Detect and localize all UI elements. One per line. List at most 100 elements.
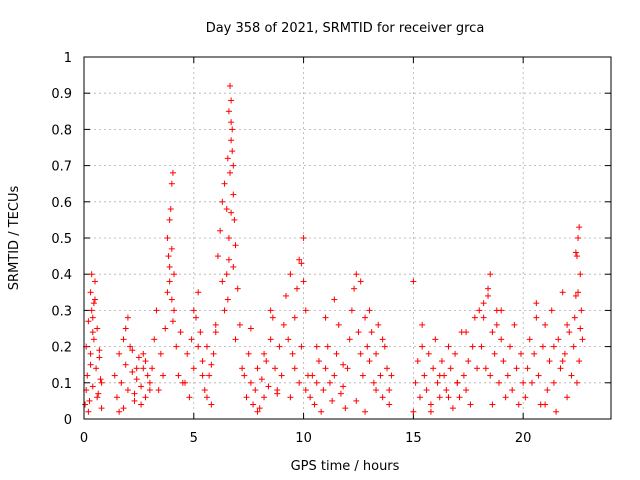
data-point: [138, 383, 145, 390]
data-point: [315, 358, 322, 365]
data-point: [533, 300, 540, 307]
data-point: [379, 336, 386, 343]
data-point: [353, 397, 360, 404]
data-point: [129, 368, 136, 375]
data-point: [469, 343, 476, 350]
data-point: [96, 347, 103, 354]
data-point: [85, 318, 92, 325]
data-point: [578, 307, 585, 314]
data-point: [247, 325, 254, 332]
data-point: [520, 379, 527, 386]
data-point: [122, 361, 129, 368]
data-point: [504, 372, 511, 379]
data-point: [559, 358, 566, 365]
data-point: [278, 372, 285, 379]
data-point: [231, 216, 238, 223]
data-point: [90, 336, 97, 343]
data-point: [285, 336, 292, 343]
data-point: [94, 325, 101, 332]
data-point: [309, 372, 316, 379]
data-point: [340, 383, 347, 390]
data-point: [348, 307, 355, 314]
data-point: [195, 289, 202, 296]
data-point: [533, 314, 540, 321]
x-axis-title: GPS time / hours: [291, 459, 400, 474]
data-point: [89, 383, 96, 390]
data-point: [120, 336, 127, 343]
data-point: [438, 358, 445, 365]
data-point: [219, 198, 226, 205]
data-point: [146, 387, 153, 394]
data-point: [427, 401, 434, 408]
data-point: [243, 394, 250, 401]
data-point: [208, 401, 215, 408]
data-point: [421, 372, 428, 379]
data-point: [113, 394, 120, 401]
data-point: [160, 372, 167, 379]
data-point: [513, 365, 520, 372]
data-point: [480, 314, 487, 321]
data-point: [500, 358, 507, 365]
data-point: [190, 365, 197, 372]
data-point: [423, 387, 430, 394]
data-point: [465, 358, 472, 365]
data-point: [94, 394, 101, 401]
data-points: [82, 82, 586, 415]
data-point: [89, 329, 96, 336]
data-point: [561, 350, 568, 357]
data-point: [302, 307, 309, 314]
data-point: [296, 256, 303, 263]
data-point: [265, 383, 272, 390]
data-point: [370, 379, 377, 386]
data-point: [225, 235, 232, 241]
data-point: [232, 336, 239, 343]
data-point: [467, 401, 474, 408]
data-point: [227, 169, 234, 176]
data-point: [283, 292, 290, 299]
data-point: [570, 343, 577, 350]
data-point: [291, 314, 298, 321]
data-point: [498, 307, 505, 314]
data-point: [572, 292, 579, 299]
data-point: [318, 408, 325, 415]
data-point: [234, 285, 241, 292]
data-point: [313, 379, 320, 386]
data-point: [280, 321, 287, 328]
data-point: [89, 314, 96, 321]
data-point: [564, 394, 571, 401]
data-point: [88, 307, 95, 314]
data-point: [87, 361, 94, 368]
data-point: [511, 321, 518, 328]
data-point: [162, 325, 169, 332]
data-point: [337, 390, 344, 397]
data-point: [93, 365, 100, 372]
data-point: [324, 343, 331, 350]
data-point: [261, 350, 268, 357]
y-tick-label: 0.4: [51, 268, 72, 283]
data-point: [322, 365, 329, 372]
data-point: [289, 350, 296, 357]
data-point: [331, 296, 338, 303]
data-point: [559, 289, 566, 296]
data-point: [236, 321, 243, 328]
data-point: [203, 394, 210, 401]
data-point: [230, 162, 237, 169]
data-point: [302, 387, 309, 394]
data-point: [247, 379, 254, 386]
y-tick-label: 0.9: [51, 87, 72, 102]
data-point: [232, 242, 239, 249]
data-point: [166, 278, 173, 285]
data-point: [373, 350, 380, 357]
data-point: [230, 191, 237, 198]
data-point: [296, 379, 303, 386]
data-point: [335, 321, 342, 328]
data-point: [542, 321, 549, 328]
data-point: [566, 329, 573, 336]
data-point: [223, 206, 230, 213]
data-point: [217, 227, 224, 234]
data-point: [517, 350, 524, 357]
data-point: [197, 329, 204, 336]
data-point: [142, 358, 149, 365]
x-tick-label: 20: [515, 431, 532, 446]
data-point: [342, 405, 349, 412]
